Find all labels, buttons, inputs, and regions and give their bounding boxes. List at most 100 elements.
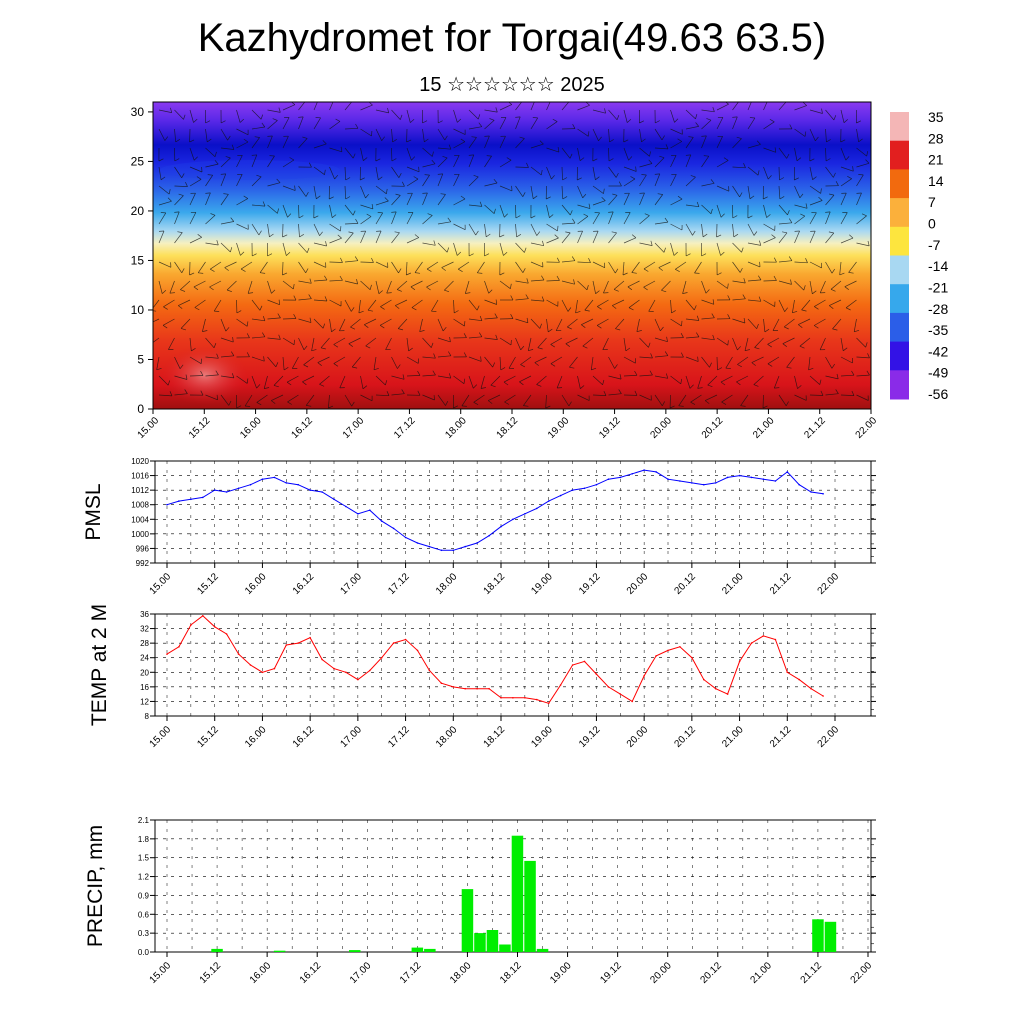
wind-barb xyxy=(360,230,367,244)
wind-barb-flag xyxy=(615,268,619,274)
data-point xyxy=(500,697,502,699)
wind-barb xyxy=(840,237,854,244)
wind-barb xyxy=(608,261,616,274)
wind-barb xyxy=(515,242,525,253)
wind-barb xyxy=(437,242,448,253)
wind-barb xyxy=(251,204,266,207)
wind-barb-flag xyxy=(366,213,372,217)
data-point xyxy=(643,469,645,471)
wind-barb-flag xyxy=(556,257,560,263)
wind-barb-flag xyxy=(522,268,526,273)
colorbar-label: -42 xyxy=(928,343,948,359)
wind-barb-flag xyxy=(422,120,428,124)
wind-barb xyxy=(391,393,405,396)
ytick-label: 1016 xyxy=(131,472,149,481)
wind-barb-flag xyxy=(836,373,839,379)
data-point xyxy=(309,489,311,491)
wind-barb xyxy=(853,318,857,332)
wind-barb xyxy=(453,128,466,135)
precip-bar xyxy=(424,948,436,952)
ytick-label: 20 xyxy=(140,668,149,677)
data-point xyxy=(404,536,407,539)
wind-barb-flag xyxy=(678,405,684,407)
data-point xyxy=(667,649,669,652)
wind-barb-flag xyxy=(665,144,669,150)
wind-barb-flag xyxy=(493,178,498,184)
wind-barb-flag xyxy=(661,401,666,406)
data-point xyxy=(488,687,490,690)
wind-barb-flag xyxy=(402,374,405,380)
wind-barb-flag xyxy=(492,362,496,368)
wind-barb-flag xyxy=(214,160,219,165)
wind-barb-flag xyxy=(532,195,538,200)
wind-barb-flag xyxy=(569,366,575,369)
wind-barb-flag xyxy=(565,231,571,234)
wind-barb-flag xyxy=(445,401,449,406)
wind-barb-flag xyxy=(352,153,356,159)
wind-barb xyxy=(205,192,211,206)
wind-barb xyxy=(158,212,167,225)
wind-barb xyxy=(612,299,625,306)
xtick-label: 20.00 xyxy=(648,960,674,986)
data-point xyxy=(738,474,741,477)
wind-barb xyxy=(561,166,563,181)
wind-barb-flag xyxy=(598,136,602,142)
data-point xyxy=(786,471,789,473)
wind-barb xyxy=(782,337,795,345)
wind-barb-flag xyxy=(335,118,341,122)
data-point xyxy=(703,483,705,486)
wind-barb xyxy=(484,204,495,214)
wind-barb xyxy=(534,356,547,363)
wind-barb-flag xyxy=(661,289,667,293)
wind-barb-flag xyxy=(650,240,653,246)
wind-barb-flag xyxy=(615,172,619,178)
wind-barb xyxy=(530,117,538,130)
wind-barb-flag xyxy=(287,213,292,218)
wind-barb xyxy=(515,166,529,168)
wind-barb xyxy=(313,166,325,175)
data-point xyxy=(703,678,705,681)
wind-barb xyxy=(220,242,231,253)
wind-barb xyxy=(419,318,423,332)
wind-barb xyxy=(468,223,476,236)
wind-barb xyxy=(732,261,741,273)
wind-barb-flag xyxy=(654,173,660,175)
wind-barb-flag xyxy=(597,325,602,329)
wind-barb-flag xyxy=(717,367,723,371)
wind-barb-flag xyxy=(867,353,870,359)
wind-barb-flag xyxy=(782,231,788,234)
wind-barb-flag xyxy=(227,135,231,141)
wind-barb xyxy=(786,356,795,368)
wind-barb-flag xyxy=(697,387,703,389)
wind-barb xyxy=(520,356,532,365)
wind-barb-flag xyxy=(690,401,696,405)
xtick-label: 19.00 xyxy=(548,960,574,986)
wind-barb-flag xyxy=(788,256,793,261)
wind-barb-flag xyxy=(246,321,249,327)
xtick-label: 20.00 xyxy=(625,724,651,750)
data-point xyxy=(213,489,216,491)
wind-barb xyxy=(670,141,682,149)
xtick-label: 17.12 xyxy=(386,571,412,597)
wind-barb-flag xyxy=(685,253,691,257)
wind-barb xyxy=(453,242,458,256)
wind-barb xyxy=(751,356,764,363)
wind-barb xyxy=(623,166,637,172)
wind-barb xyxy=(856,374,870,377)
wind-barb-flag xyxy=(664,351,669,356)
wind-barb xyxy=(499,159,512,168)
wind-barb xyxy=(701,204,712,215)
wind-barb xyxy=(344,299,352,312)
data-point xyxy=(261,478,264,481)
wind-barb-flag xyxy=(705,289,710,294)
wind-barb-flag xyxy=(550,344,555,348)
wind-barb-flag xyxy=(536,384,542,387)
wind-barb-flag xyxy=(587,131,590,137)
wind-barb xyxy=(530,143,544,149)
colorbar-label: 28 xyxy=(928,130,944,146)
wind-barb-flag xyxy=(262,201,266,207)
wind-barb-flag xyxy=(789,218,793,223)
xtick-label: 15.00 xyxy=(148,960,174,986)
wind-barb xyxy=(344,223,359,225)
wind-barb xyxy=(298,138,308,149)
